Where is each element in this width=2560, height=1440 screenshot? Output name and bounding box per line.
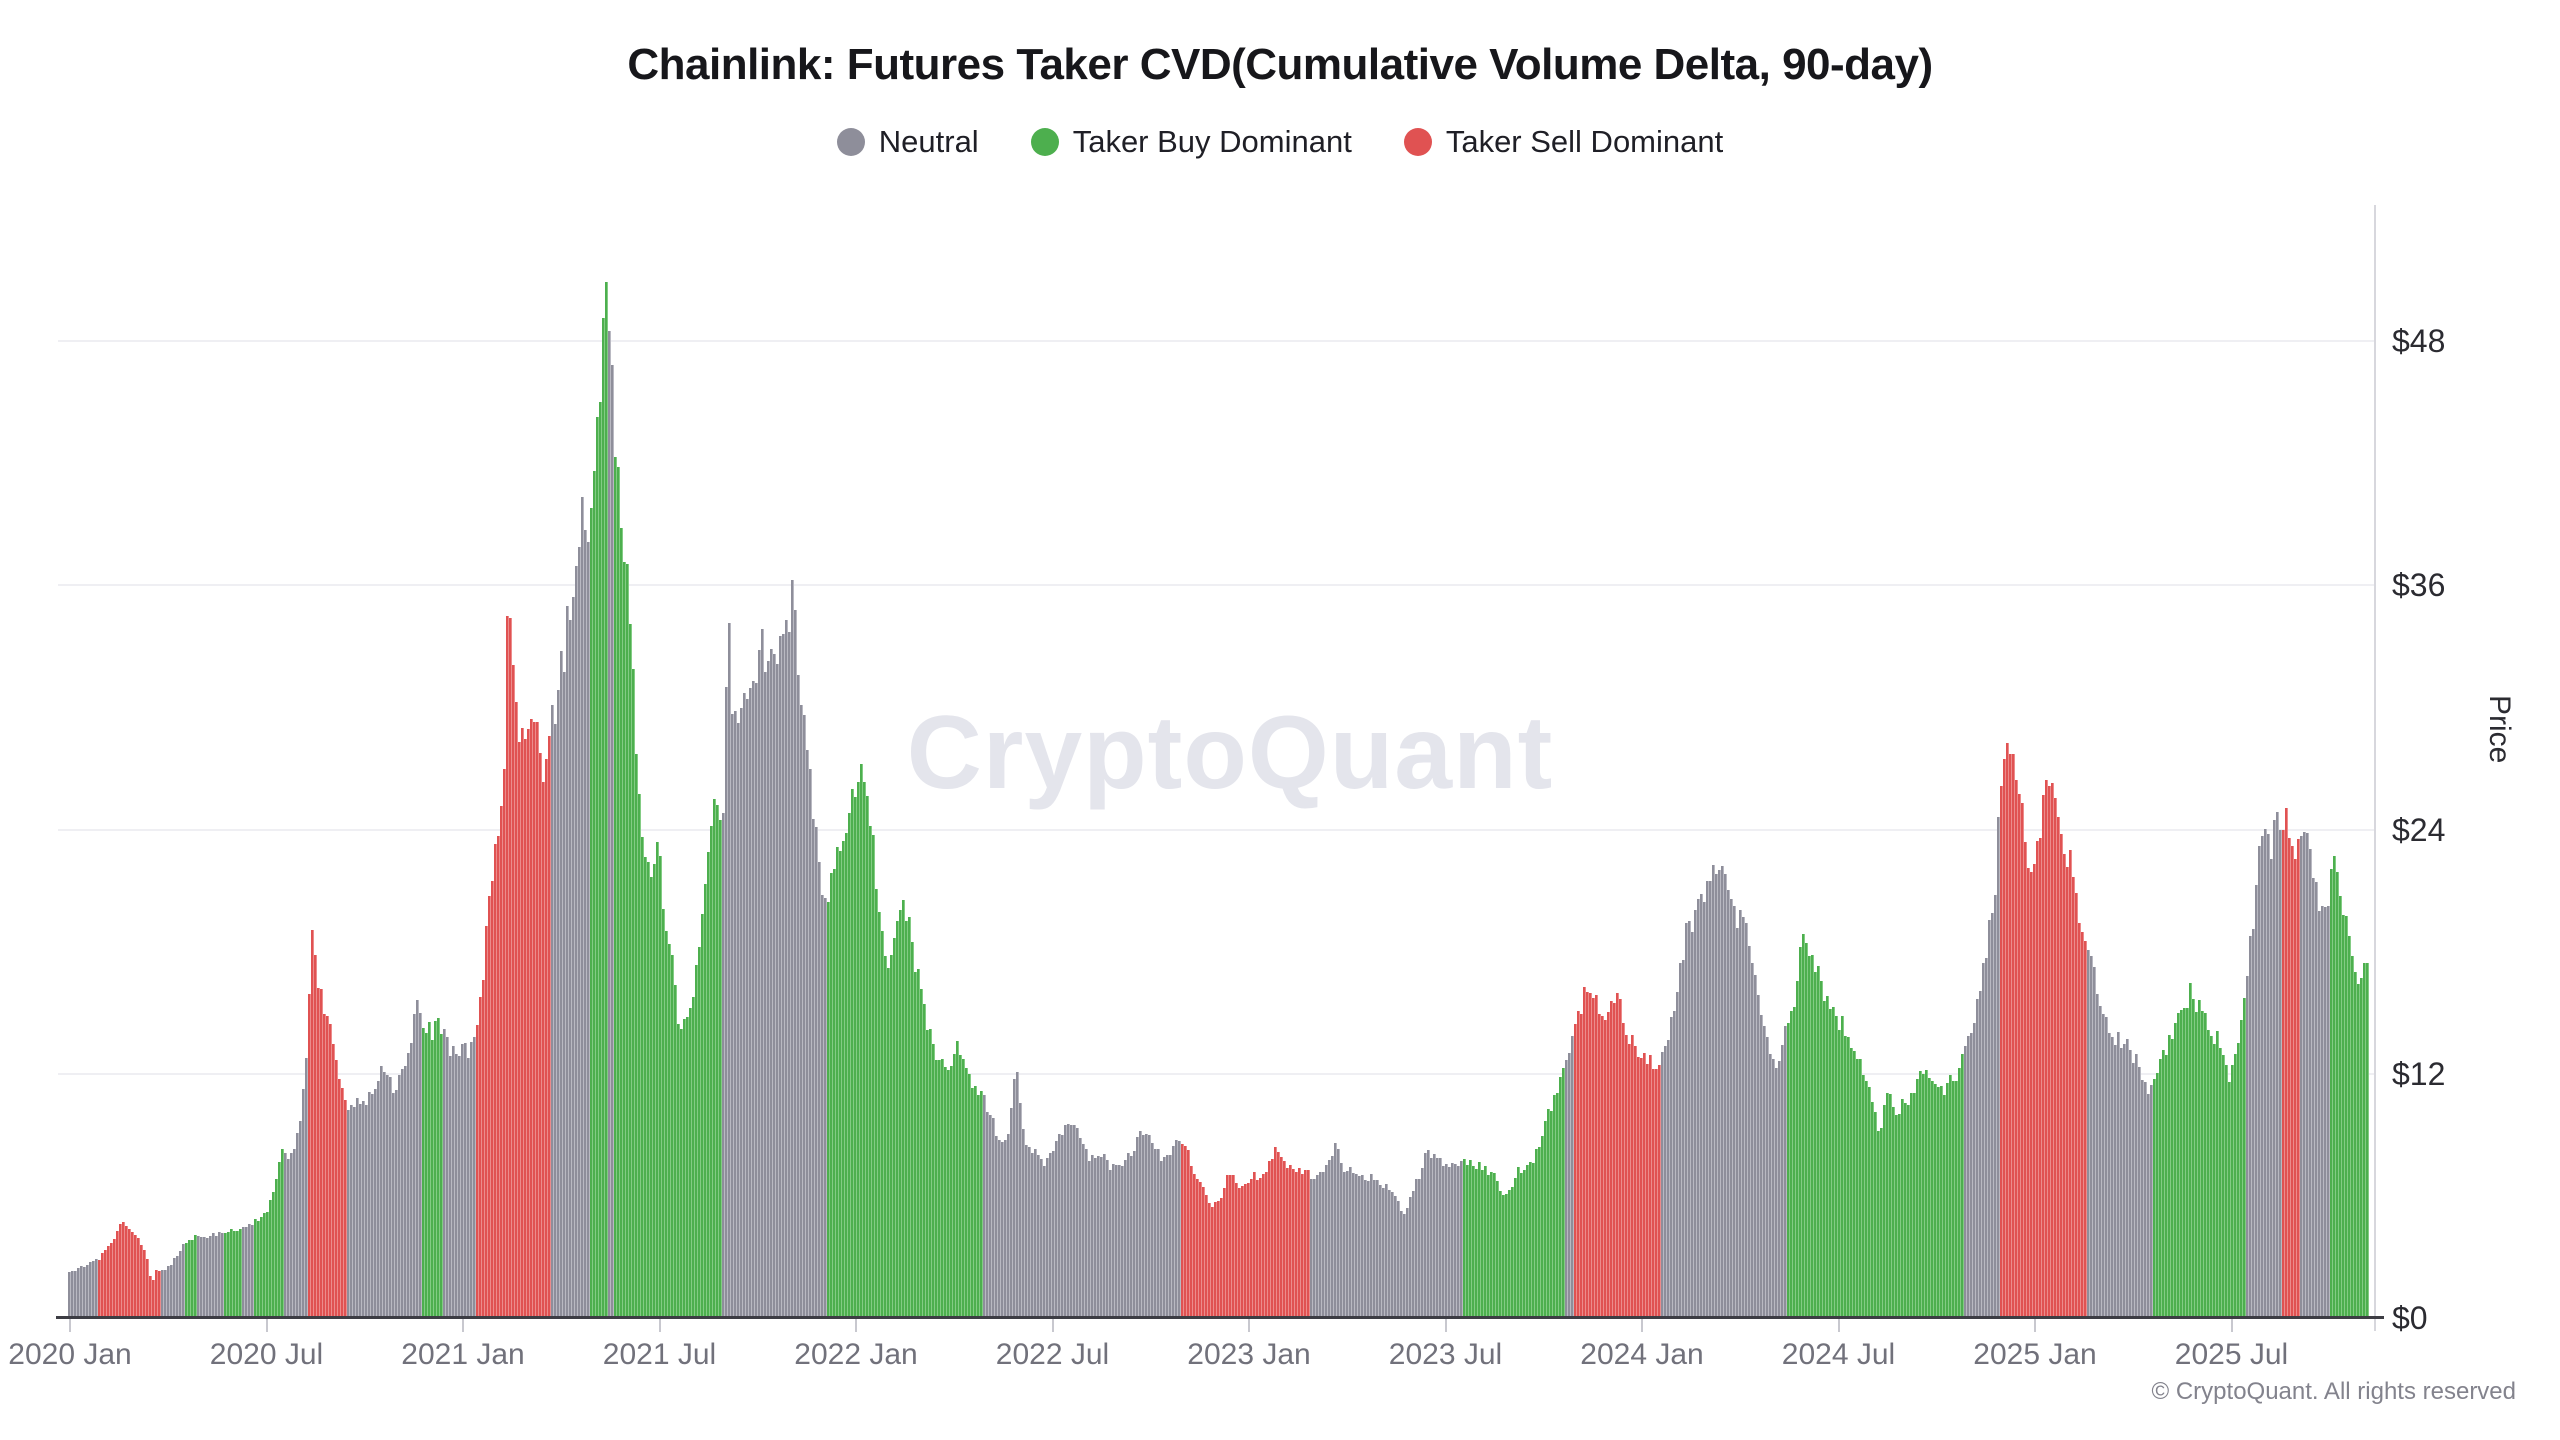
y-tick-36: $36 bbox=[2392, 567, 2446, 603]
x-tick-mark bbox=[2230, 1319, 2233, 1332]
cryptoquant-watermark: CryptoQuant bbox=[906, 695, 1554, 811]
y-tick-24: $24 bbox=[2392, 812, 2446, 848]
x-tick-label: 2025 Jul bbox=[2174, 1338, 2289, 1371]
x-tick-mark bbox=[1837, 1319, 1840, 1332]
sell-dot-icon bbox=[1403, 128, 1432, 156]
x-tick-label: 2025 Jan bbox=[1973, 1338, 2097, 1371]
x-tick-label: 2020 Jan bbox=[8, 1338, 132, 1371]
x-tick-label: 2024 Jan bbox=[1580, 1338, 1704, 1371]
x-tick-mark bbox=[265, 1319, 268, 1332]
x-tick-mark bbox=[855, 1319, 857, 1332]
x-tick-mark bbox=[1444, 1319, 1447, 1332]
y-tick-0: $0 bbox=[2392, 1300, 2428, 1336]
x-tick-mark bbox=[1641, 1319, 1643, 1332]
legend-item-taker-buy[interactable]: Taker Buy Dominant bbox=[1030, 124, 1352, 160]
right-axis-line bbox=[2374, 205, 2376, 1331]
gridline-12 bbox=[58, 1073, 2374, 1075]
x-tick-label: 2022 Jul bbox=[995, 1338, 1110, 1371]
x-tick-mark bbox=[69, 1319, 71, 1332]
x-tick-label: 2021 Jul bbox=[602, 1338, 717, 1371]
bottom-axis-line bbox=[56, 1316, 2384, 1319]
legend-item-taker-sell[interactable]: Taker Sell Dominant bbox=[1403, 124, 1724, 160]
x-tick-label: 2024 Jul bbox=[1781, 1338, 1896, 1371]
x-tick-label: 2021 Jan bbox=[401, 1338, 525, 1371]
x-tick-mark bbox=[462, 1319, 464, 1332]
y-tick-48: $48 bbox=[2392, 323, 2446, 359]
x-tick-label: 2023 Jan bbox=[1187, 1338, 1311, 1371]
x-tick-mark bbox=[2034, 1319, 2036, 1332]
x-tick-mark bbox=[1051, 1319, 1054, 1332]
y-axis-title: Price bbox=[2483, 695, 2516, 764]
x-tick-mark bbox=[658, 1319, 661, 1332]
gridline-36 bbox=[58, 584, 2374, 586]
y-tick-12: $12 bbox=[2392, 1056, 2446, 1092]
legend-label-taker-buy: Taker Buy Dominant bbox=[1072, 124, 1352, 159]
x-tick-label: 2020 Jul bbox=[209, 1338, 324, 1371]
legend-item-neutral[interactable]: Neutral bbox=[836, 124, 979, 160]
x-tick-label: 2023 Jul bbox=[1388, 1338, 1503, 1371]
neutral-dot-icon bbox=[836, 128, 865, 156]
legend-label-taker-sell: Taker Sell Dominant bbox=[1445, 124, 1724, 159]
legend: Neutral Taker Buy Dominant Taker Sell Do… bbox=[0, 124, 2560, 160]
buy-dot-icon bbox=[1030, 128, 1059, 156]
gridline-48 bbox=[58, 340, 2374, 342]
chart-title: Chainlink: Futures Taker CVD(Cumulative … bbox=[627, 40, 1933, 89]
x-tick-mark bbox=[1248, 1319, 1250, 1332]
copyright-notice: © CryptoQuant. All rights reserved bbox=[2151, 1378, 2517, 1405]
legend-label-neutral: Neutral bbox=[878, 124, 979, 159]
x-tick-label: 2022 Jan bbox=[794, 1338, 918, 1371]
gridline-24 bbox=[58, 829, 2374, 831]
